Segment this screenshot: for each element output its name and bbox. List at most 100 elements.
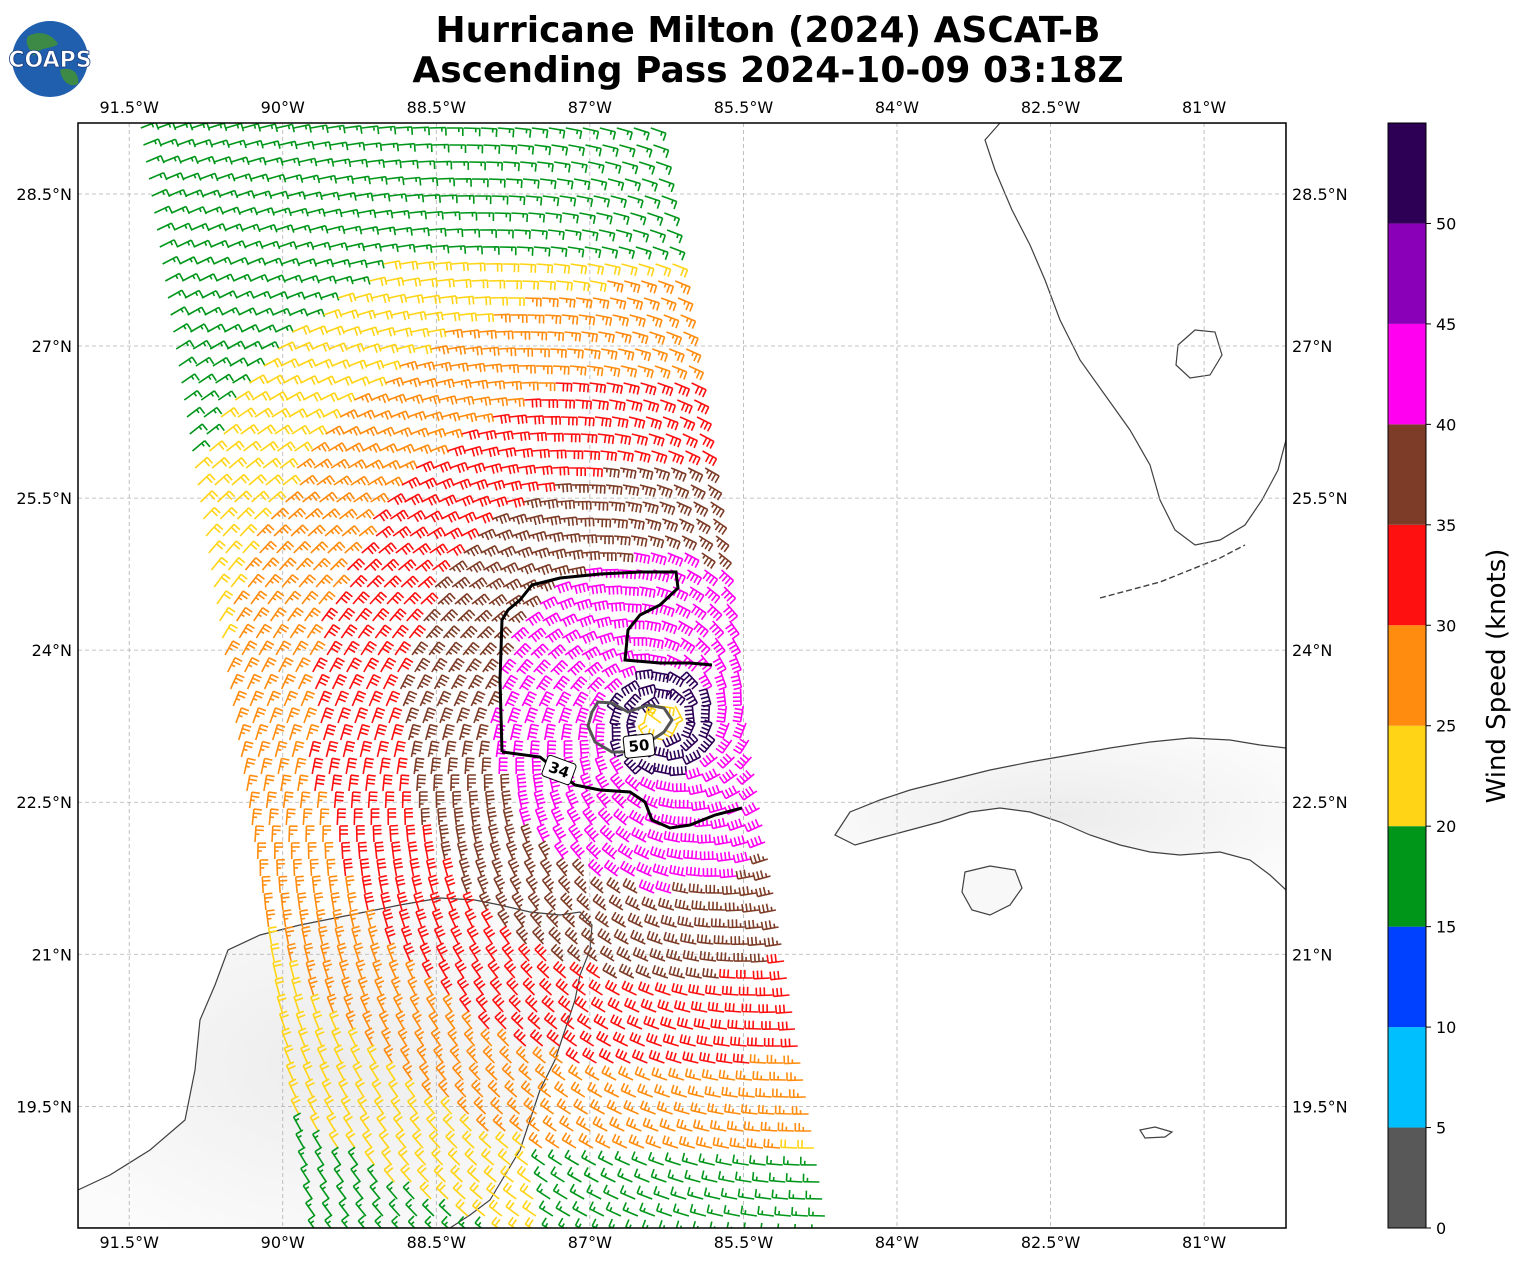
wind-barb-1991 bbox=[421, 1198, 435, 1217]
wind-barb-860 bbox=[605, 585, 623, 595]
wind-barb-37 bbox=[245, 139, 264, 149]
wind-barb-1157 bbox=[410, 740, 423, 758]
wind-barb-499 bbox=[234, 390, 254, 401]
wind-barb-1899 bbox=[431, 1147, 444, 1166]
wind-barb-2015 bbox=[307, 1214, 316, 1228]
wind-barb-717 bbox=[270, 507, 290, 520]
wind-barb-1532 bbox=[485, 942, 498, 962]
colorbar-bin-0 bbox=[1388, 1127, 1426, 1228]
wind-barb-52 bbox=[500, 144, 518, 155]
wind-barb-344 bbox=[221, 306, 241, 316]
wind-barb-1444 bbox=[560, 892, 573, 911]
wind-barb-2012 bbox=[774, 1206, 791, 1217]
wind-barb-527 bbox=[186, 406, 206, 418]
wind-barb-1606 bbox=[688, 983, 705, 996]
wind-barb-1091 bbox=[337, 707, 352, 724]
wind-barb-343 bbox=[204, 306, 224, 316]
wind-barb-138 bbox=[389, 193, 408, 203]
wind-barb-1862 bbox=[328, 1129, 339, 1149]
wind-barb-429 bbox=[618, 348, 635, 361]
wind-barb-506 bbox=[353, 392, 373, 403]
wind-barb-601 bbox=[396, 443, 416, 454]
wind-barb-719 bbox=[304, 507, 324, 520]
wind-barb-757 bbox=[426, 526, 446, 540]
wind-barb-1671 bbox=[744, 1020, 762, 1030]
wind-barb-1896 bbox=[381, 1146, 393, 1166]
wind-barb-47 bbox=[415, 143, 433, 153]
wind-barb-746 bbox=[239, 523, 258, 537]
wind-barb-374 bbox=[207, 323, 226, 333]
wind-barb-564 bbox=[291, 424, 311, 435]
wind-barb-1500 bbox=[466, 925, 479, 945]
colorbar-tick-label-9: 45 bbox=[1436, 315, 1456, 334]
wind-barb-1377 bbox=[475, 857, 487, 877]
wind-barb-1844 bbox=[542, 1114, 557, 1132]
wind-barb-1302 bbox=[254, 825, 265, 843]
wind-barb-212 bbox=[598, 229, 616, 242]
wind-barb-487 bbox=[555, 382, 573, 392]
wind-barb-1804 bbox=[390, 1095, 402, 1115]
wind-barb-1994 bbox=[471, 1199, 486, 1217]
wind-barb-678 bbox=[656, 484, 673, 499]
wind-barb-1661 bbox=[576, 1013, 592, 1030]
wind-barb-623 bbox=[245, 457, 265, 469]
wind-barb-1932 bbox=[466, 1164, 480, 1183]
lon-label-top-6: 82.5°W bbox=[1021, 98, 1081, 117]
wind-barb-549 bbox=[560, 416, 578, 426]
wind-barb-466 bbox=[198, 373, 217, 384]
wind-barb-1276 bbox=[336, 808, 347, 826]
wind-barb-19 bbox=[463, 127, 481, 137]
wind-barb-1262 bbox=[611, 790, 627, 809]
wind-barb-1468 bbox=[448, 908, 460, 928]
wind-barb-323 bbox=[388, 293, 408, 304]
wind-barb-142 bbox=[457, 194, 475, 204]
wind-barb-1553 bbox=[322, 959, 333, 979]
wind-barb-1855 bbox=[726, 1120, 744, 1132]
wind-barb-554 bbox=[645, 416, 663, 430]
wind-barb-365 bbox=[578, 314, 596, 326]
wind-barb-925 bbox=[661, 620, 678, 635]
wind-barb-376 bbox=[241, 323, 261, 333]
wind-barb-603 bbox=[430, 444, 450, 455]
wind-barb-404 bbox=[192, 339, 212, 350]
colorbar-tick-label-4: 20 bbox=[1436, 817, 1456, 836]
wind-barb-40 bbox=[296, 140, 315, 150]
wind-barb-513 bbox=[473, 396, 492, 406]
wind-barb-246 bbox=[652, 246, 669, 261]
wind-barb-128 bbox=[219, 189, 239, 199]
wind-barb-1191 bbox=[464, 757, 475, 775]
wind-barb-1247 bbox=[367, 791, 378, 809]
wind-barb-1670 bbox=[727, 1019, 745, 1030]
wind-barb-563 bbox=[274, 424, 294, 435]
wind-barb-1265 bbox=[658, 796, 675, 809]
wind-barb-1997 bbox=[522, 1199, 537, 1217]
wind-barb-1465 bbox=[398, 908, 410, 928]
wind-barb-418 bbox=[431, 345, 450, 355]
wind-barb-321 bbox=[354, 292, 374, 303]
wind-barb-1857 bbox=[760, 1121, 778, 1132]
wind-barb-1608 bbox=[721, 985, 739, 996]
wind-barb-13 bbox=[361, 125, 380, 135]
wind-barb-1166 bbox=[563, 740, 573, 757]
wind-barb-1036 bbox=[450, 674, 467, 690]
wind-barb-1090 bbox=[320, 707, 335, 724]
wind-barb-669 bbox=[503, 480, 523, 492]
isla-de-la-juventud bbox=[961, 865, 1023, 916]
wind-barb-547 bbox=[526, 415, 545, 425]
wind-barb-1234 bbox=[655, 779, 673, 792]
wind-barb-1384 bbox=[587, 858, 604, 877]
axis-tick-labels: 91.5°W91.5°W90°W90°W88.5°W88.5°W87°W87°W… bbox=[16, 98, 1347, 1252]
wind-barb-1713 bbox=[416, 1044, 428, 1064]
wind-barb-196 bbox=[326, 225, 346, 235]
wind-barb-4 bbox=[208, 123, 228, 132]
wind-barb-1052 bbox=[716, 688, 727, 707]
wind-barb-1513 bbox=[679, 932, 697, 945]
wind-barb-331 bbox=[524, 297, 542, 307]
wind-barb-358 bbox=[459, 312, 478, 322]
wind-barb-372 bbox=[172, 323, 192, 333]
wind-barb-1364 bbox=[259, 859, 269, 877]
wind-barb-1892 bbox=[314, 1146, 325, 1166]
wind-barb-1912 bbox=[647, 1151, 664, 1166]
wind-barb-449 bbox=[433, 361, 452, 372]
wind-barb-1385 bbox=[603, 859, 620, 877]
